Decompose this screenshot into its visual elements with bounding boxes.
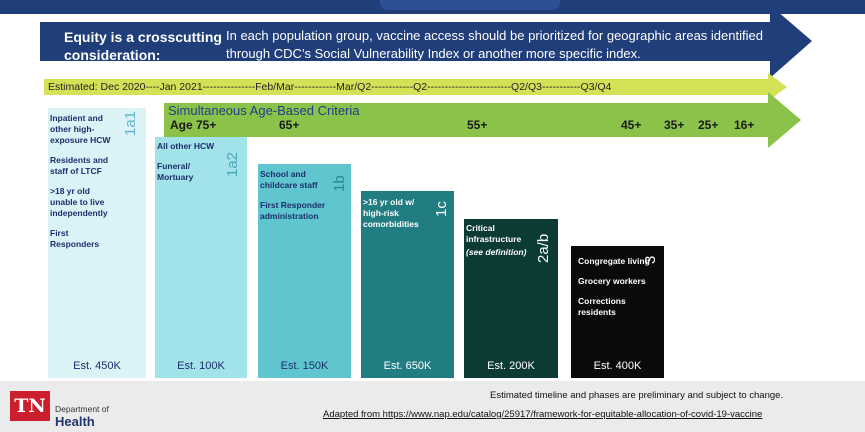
age-35-label: 35+ [664, 118, 685, 132]
age-criteria-label: Simultaneous Age-Based Criteria [168, 103, 360, 118]
phase-1c-bar: >16 yr old w/ high-risk comorbidities 1c… [361, 191, 454, 378]
phase-1c-estimate: Est. 650K [383, 360, 432, 372]
phase-1b-code: 1b [331, 175, 348, 192]
phase-1a1-estimate: Est. 450K [73, 360, 121, 372]
tn-logo: TN [10, 391, 50, 421]
phase-2ab-estimate: Est. 200K [487, 360, 535, 372]
equity-arrow-tail [40, 22, 56, 61]
phase-2ab-item: Critical infrastructure [466, 223, 522, 244]
phase-1a1-item: Inpatient and other high-exposure HCW [50, 113, 111, 145]
phase-1a1-item: >18 yr old unable to live independently [50, 186, 108, 218]
phase-1a1-code: 1a1 [122, 110, 139, 136]
phase-1a2-code: 1a2 [224, 151, 241, 177]
age-55-label: 55+ [467, 118, 488, 132]
equity-text: In each population group, vaccine access… [226, 28, 763, 61]
phase-3-item: Corrections residents [578, 296, 626, 317]
timeline-text: Estimated: Dec 2020----Jan 2021---------… [48, 81, 612, 93]
age-65-label: 65+ [279, 118, 300, 132]
phase-1b-bar: School and childcare staff First Respond… [258, 164, 351, 378]
phase-1b-estimate: Est. 150K [280, 360, 329, 372]
phase-1a1-item: First Responders [50, 228, 100, 249]
phase-2ab-bar: Critical infrastructure (see definition)… [464, 219, 558, 378]
source-link[interactable]: Adapted from https://www.nap.edu/catalog… [323, 409, 763, 420]
phase-1c-code: 1c [433, 201, 450, 217]
phase-1b-item: First Responder administration [260, 200, 326, 221]
footer [0, 381, 865, 432]
footer-note: Estimated timeline and phases are prelim… [490, 390, 784, 401]
equity-arrow-shape [48, 5, 812, 78]
phase-3-bar: Congregate living Grocery workers Correc… [571, 246, 664, 378]
timeline-arrow [44, 73, 787, 101]
phase-3-estimate: Est. 400K [593, 360, 642, 372]
phase-3-item: Congregate living [578, 256, 650, 266]
phase-3-item: Grocery workers [578, 276, 646, 286]
phase-1a1-item: Residents and staff of LTCF [50, 155, 109, 176]
age-criteria-arrow [164, 92, 801, 148]
phase-1b-item: School and childcare staff [260, 169, 318, 190]
phase-3-code: 3 [642, 255, 659, 264]
age-25-label: 25+ [698, 118, 719, 132]
equity-arrow [40, 5, 812, 78]
phase-2ab-item: (see definition) [466, 247, 527, 257]
timeline-arrows [44, 73, 801, 148]
age-75-label: Age 75+ [170, 118, 217, 132]
phase-1a2-item: All other HCW [157, 141, 215, 151]
phase-1a2-estimate: Est. 100K [177, 360, 225, 372]
age-16-label: 16+ [734, 118, 755, 132]
phase-1a1-bar: Inpatient and other high-exposure HCW Re… [48, 108, 146, 378]
logo-department-text: Department of [55, 404, 109, 414]
age-45-label: 45+ [621, 118, 642, 132]
phase-1c-item: >16 yr old w/ high-risk comorbidities [363, 197, 419, 229]
equity-label: Equity is a crosscutting consideration: [64, 29, 222, 63]
phase-1a2-bar: All other HCW Funeral/ Mortuary 1a2 Est.… [155, 137, 247, 378]
phase-2ab-code: 2a/b [535, 233, 552, 263]
top-bar-accent [380, 0, 560, 10]
phase-1a2-item: Funeral/ Mortuary [157, 161, 194, 182]
logo-health-text: Health [55, 414, 95, 429]
